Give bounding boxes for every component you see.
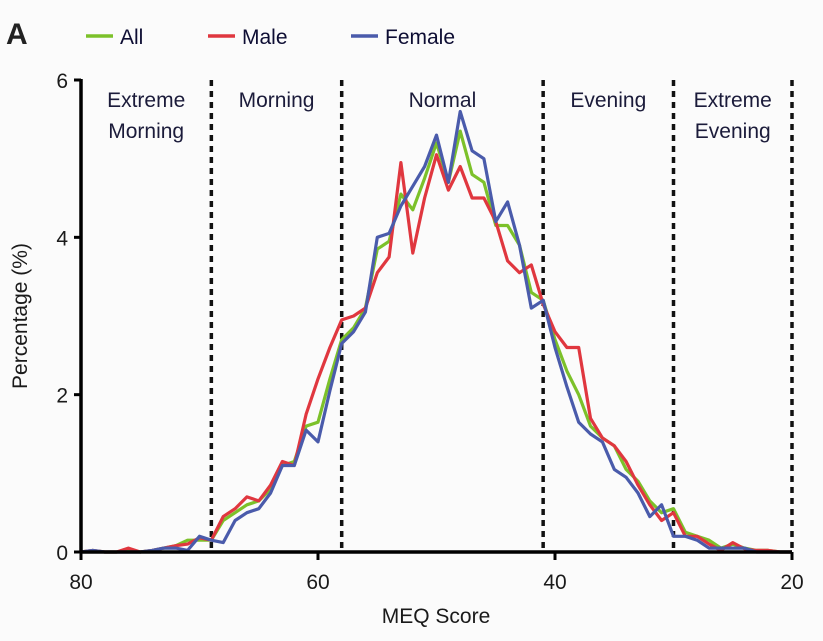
zone-label: Normal — [409, 89, 477, 112]
zone-label: Extreme — [107, 89, 185, 112]
zone-label: Extreme — [694, 89, 772, 112]
x-tick-label: 80 — [69, 571, 92, 594]
legend: All Male Female — [86, 26, 455, 49]
series-line-all — [80, 129, 792, 554]
zone-label: Morning — [108, 120, 184, 143]
panel-label: A — [6, 18, 28, 51]
x-axis-title: MEQ Score — [382, 605, 491, 628]
zone-label: Evening — [570, 89, 646, 112]
x-tick-label: 40 — [543, 571, 566, 594]
legend-label-male: Male — [242, 26, 288, 49]
y-tick-label: 2 — [56, 385, 68, 408]
y-tick-label: 6 — [56, 70, 68, 93]
y-axis-title: Percentage (%) — [9, 243, 32, 389]
axes: 0 2 4 6 80 60 40 20 — [56, 70, 803, 594]
legend-label-female: Female — [385, 26, 455, 49]
zone-dividers — [209, 80, 794, 552]
series-line-female — [80, 109, 792, 554]
zone-label: Morning — [239, 89, 315, 112]
series-line-male — [80, 153, 792, 554]
series-lines — [80, 109, 792, 554]
x-tick-label: 60 — [306, 571, 329, 594]
legend-label-all: All — [120, 26, 143, 49]
x-tick-label: 20 — [780, 571, 803, 594]
y-tick-label: 0 — [56, 542, 68, 565]
y-tick-label: 4 — [56, 227, 68, 250]
zone-labels: Extreme Morning Morning Normal Evening Extrem… — [107, 89, 772, 143]
zone-label: Evening — [695, 120, 771, 143]
